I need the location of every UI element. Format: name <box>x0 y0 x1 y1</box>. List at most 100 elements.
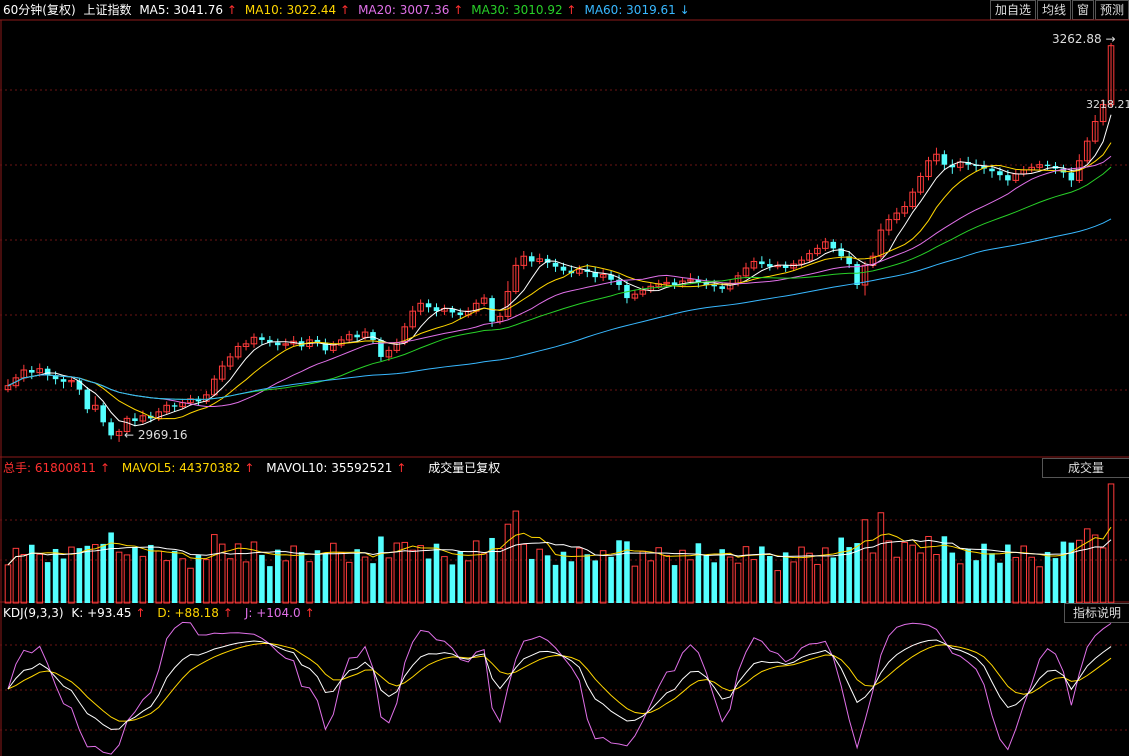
volume-bar-94 <box>750 559 758 604</box>
volume-bar-33 <box>267 566 273 603</box>
candle-body-64 <box>512 264 520 293</box>
candle-body-124 <box>989 168 995 172</box>
volume-bar-3 <box>28 544 35 603</box>
candle-body-79 <box>631 293 639 299</box>
last-price-label: 3218.21 <box>1086 98 1129 111</box>
ma-legend-1: MA10: 3022.44 ↑ <box>244 3 351 17</box>
volume-bar-98 <box>782 552 789 603</box>
candle-body-24 <box>195 398 202 402</box>
candle-body-116 <box>925 160 932 177</box>
volume-bar-121 <box>965 548 971 603</box>
candle-body-10 <box>84 389 91 410</box>
volume-bar-60 <box>480 553 488 604</box>
candle-body-69 <box>552 262 559 267</box>
indicator-help-button[interactable]: 指标说明 <box>1063 603 1129 623</box>
low-price-label: ← 2969.16 <box>124 428 188 442</box>
volume-bar-17 <box>139 555 147 604</box>
volume-bar-136 <box>1083 528 1091 604</box>
candle-body-60 <box>480 297 488 304</box>
volume-bar-14 <box>115 551 123 604</box>
volume-bar-18 <box>148 544 154 603</box>
candle-body-40 <box>322 342 329 351</box>
candle-body-134 <box>1068 172 1075 181</box>
candle-body-21 <box>171 405 178 407</box>
high-price-label: 3262.88 → <box>1052 32 1116 46</box>
volume-bar-19 <box>155 550 163 604</box>
volume-bar-11 <box>91 544 99 604</box>
volume-bar-78 <box>624 541 630 603</box>
candle-body-126 <box>1005 175 1011 181</box>
volume-bar-106 <box>846 547 852 603</box>
candle-body-102 <box>814 247 821 255</box>
volume-bar-135 <box>1076 539 1083 604</box>
candle-body-54 <box>433 307 440 312</box>
candle-body-28 <box>226 356 234 367</box>
candle-body-35 <box>282 343 289 346</box>
kdj-d: D: +88.18 ↑ <box>157 606 233 620</box>
volume-bar-139 <box>1107 483 1115 604</box>
volume-bar-108 <box>861 519 869 604</box>
volume-bar-132 <box>1052 558 1059 603</box>
candle-body-136 <box>1083 140 1091 162</box>
volume-bar-44 <box>354 549 360 603</box>
volume-bar-83 <box>663 555 670 604</box>
kdj-header: KDJ(9,3,3) K: +93.45 ↑ D: +88.18 ↑ J: +104… <box>0 603 323 623</box>
volume-bar-127 <box>1012 556 1020 604</box>
candle-body-138 <box>1099 104 1107 123</box>
mavol5-label: MAVOL5: 44370382 ↑ <box>121 461 255 475</box>
candle-body-57 <box>457 312 464 316</box>
candle-body-93 <box>742 267 750 277</box>
kdj-line-K <box>7 639 1112 730</box>
volume-bar-100 <box>798 546 805 604</box>
candle-body-31 <box>250 336 258 345</box>
candle-body-87 <box>695 279 702 283</box>
candle-body-72 <box>576 268 583 274</box>
volume-bar-53 <box>425 558 432 603</box>
volume-bar-138 <box>1099 547 1107 604</box>
volume-bar-77 <box>616 540 622 603</box>
candle-body-33 <box>267 339 273 343</box>
candle-body-25 <box>203 394 210 402</box>
candle-body-5 <box>44 368 51 376</box>
ma-legend-4: MA60: 3019.61 ↓ <box>584 3 690 17</box>
candle-body-0 <box>4 385 12 391</box>
candle-body-111 <box>885 219 893 231</box>
candle-body-98 <box>782 265 789 268</box>
volume-bar-89 <box>711 562 718 603</box>
volume-bar-82 <box>655 547 662 604</box>
volume-bar-76 <box>608 556 614 603</box>
ma-legend-3: MA30: 3010.92 ↑ <box>471 3 577 17</box>
volume-bar-101 <box>806 552 813 604</box>
volume-bar-134 <box>1068 542 1075 603</box>
volume-bar-71 <box>568 561 575 603</box>
candle-body-17 <box>139 415 147 422</box>
candle-body-117 <box>933 153 940 162</box>
volume-tag[interactable]: 成交量 <box>1042 458 1129 478</box>
candle-body-27 <box>218 365 226 380</box>
toolbar: 加自选 均线窗预测 <box>989 0 1129 20</box>
candle-body-47 <box>378 339 384 357</box>
volume-bar-24 <box>195 555 202 603</box>
candle-body-76 <box>608 274 614 280</box>
volume-bar-123 <box>981 543 987 603</box>
candle-body-115 <box>917 175 924 193</box>
candle-body-139 <box>1107 45 1115 106</box>
volume-bar-133 <box>1060 541 1067 603</box>
volume-bar-119 <box>949 552 956 603</box>
volume-bar-5 <box>44 562 51 603</box>
volume-bar-67 <box>536 548 543 604</box>
candle-body-30 <box>242 343 250 347</box>
volume-bar-99 <box>790 561 797 604</box>
volume-bar-113 <box>901 541 908 604</box>
ma-legend-0: MA5: 3041.76 ↑ <box>139 3 237 17</box>
volume-bar-27 <box>218 543 226 604</box>
candle-body-110 <box>877 229 885 257</box>
volume-bar-111 <box>885 540 893 604</box>
candle-body-88 <box>703 282 710 285</box>
volume-note: 成交量已复权 <box>428 461 501 475</box>
candle-body-1 <box>12 377 20 387</box>
volume-bar-4 <box>36 553 43 604</box>
candle-body-105 <box>838 248 844 257</box>
volume-bar-28 <box>226 558 234 604</box>
